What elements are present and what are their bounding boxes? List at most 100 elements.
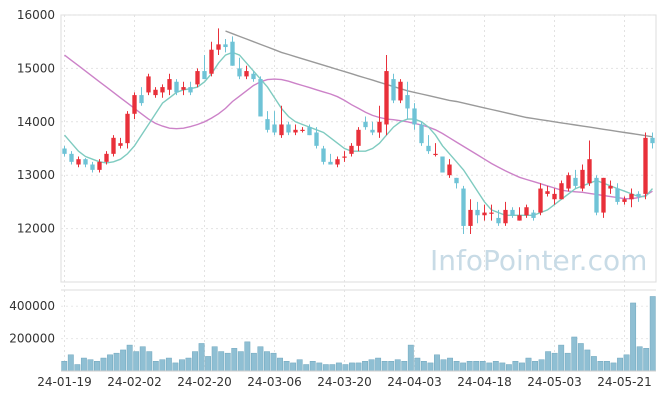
- volume-bar: [388, 361, 395, 372]
- volume-bar: [296, 359, 303, 372]
- volume-bar: [329, 364, 336, 372]
- volume-bar: [407, 344, 414, 372]
- candle-body: [412, 108, 417, 125]
- candle-body: [433, 153, 438, 156]
- volume-bar: [231, 348, 238, 372]
- volume-bar: [264, 351, 270, 372]
- candle-body: [244, 71, 249, 77]
- candle-body: [447, 164, 452, 176]
- candle: [587, 140, 592, 186]
- candle-body: [580, 169, 585, 189]
- volume-bar: [349, 362, 355, 372]
- volume-bar: [172, 362, 179, 372]
- volume-bar: [368, 359, 375, 372]
- candle: [83, 158, 88, 168]
- candle-body: [153, 89, 158, 96]
- volume-bar: [303, 364, 310, 372]
- candle-body: [83, 159, 88, 165]
- candle: [510, 207, 515, 218]
- candle: [146, 73, 151, 96]
- candle: [482, 204, 487, 221]
- volume-bar: [192, 351, 198, 372]
- candle: [62, 145, 67, 157]
- volume-bar: [107, 354, 113, 372]
- candle: [545, 185, 550, 197]
- candle: [153, 87, 158, 98]
- volume-bar: [250, 352, 257, 372]
- volume-bar: [466, 361, 473, 372]
- candle-body: [202, 71, 207, 80]
- volume-bar: [420, 361, 427, 372]
- volume-bar: [564, 352, 571, 372]
- y-tick-label: 13000: [17, 168, 55, 182]
- candle: [90, 161, 95, 173]
- candle: [356, 127, 361, 152]
- volume-bar: [577, 343, 584, 372]
- volume-bar: [179, 359, 185, 372]
- candle-body: [594, 177, 599, 213]
- volume-bar: [113, 352, 120, 372]
- volume-bar: [427, 362, 434, 372]
- volume-bar: [218, 351, 225, 372]
- candle-body: [622, 199, 627, 202]
- ma-mid-line: [64, 54, 653, 200]
- volume-bars: [61, 296, 656, 372]
- volume-bar: [290, 362, 297, 372]
- volume-bar: [87, 359, 94, 372]
- candle: [244, 65, 249, 80]
- volume-bar: [67, 354, 74, 372]
- y-tick-label: 16000: [17, 8, 55, 22]
- candle-body: [503, 209, 508, 224]
- candle-body: [216, 44, 221, 50]
- volume-bar: [185, 357, 192, 372]
- volume-bar: [473, 361, 480, 372]
- x-tick-label: 24-05-03: [527, 375, 581, 389]
- candle: [580, 164, 585, 192]
- candle: [573, 169, 578, 189]
- candle: [69, 151, 74, 165]
- candle: [608, 180, 613, 194]
- candle-body: [650, 137, 655, 144]
- candle: [468, 199, 473, 234]
- volume-bar: [610, 362, 617, 372]
- candle: [251, 71, 256, 82]
- candle: [517, 207, 522, 221]
- volume-bar: [80, 357, 87, 372]
- x-tick-label: 24-02-20: [177, 375, 231, 389]
- candle-body: [174, 81, 179, 93]
- candle: [272, 111, 277, 136]
- volume-bar: [558, 344, 565, 372]
- volume-bar: [335, 362, 342, 372]
- candle-body: [349, 145, 354, 154]
- candle-body: [223, 44, 228, 48]
- candle: [503, 201, 508, 226]
- candle-body: [517, 215, 522, 221]
- volume-bar: [512, 361, 519, 372]
- candle-body: [195, 71, 200, 85]
- candle-body: [559, 183, 564, 200]
- candle-body: [370, 129, 375, 133]
- candle: [412, 103, 417, 130]
- candle-body: [468, 209, 473, 226]
- candle-body: [440, 156, 445, 173]
- volume-bar: [617, 357, 623, 372]
- candle-body: [510, 209, 515, 216]
- candle: [223, 39, 228, 53]
- axes: 24-01-19 24-02-02 24-02-20 24-03-06 24-03-20…: [9, 8, 656, 389]
- volume-bar: [211, 346, 218, 372]
- candle: [265, 111, 270, 133]
- volume-bar: [499, 362, 506, 372]
- candle-body: [552, 193, 557, 200]
- volume-bar: [152, 361, 159, 372]
- candle-body: [335, 159, 340, 165]
- volume-bar: [165, 357, 172, 372]
- candle: [538, 183, 543, 216]
- candle: [622, 196, 627, 205]
- candle-body: [258, 79, 263, 117]
- candle-body: [279, 124, 284, 136]
- candle: [300, 127, 305, 133]
- volume-bar: [414, 357, 421, 372]
- candle: [97, 159, 102, 173]
- candle: [419, 121, 424, 146]
- candle-body: [167, 79, 172, 90]
